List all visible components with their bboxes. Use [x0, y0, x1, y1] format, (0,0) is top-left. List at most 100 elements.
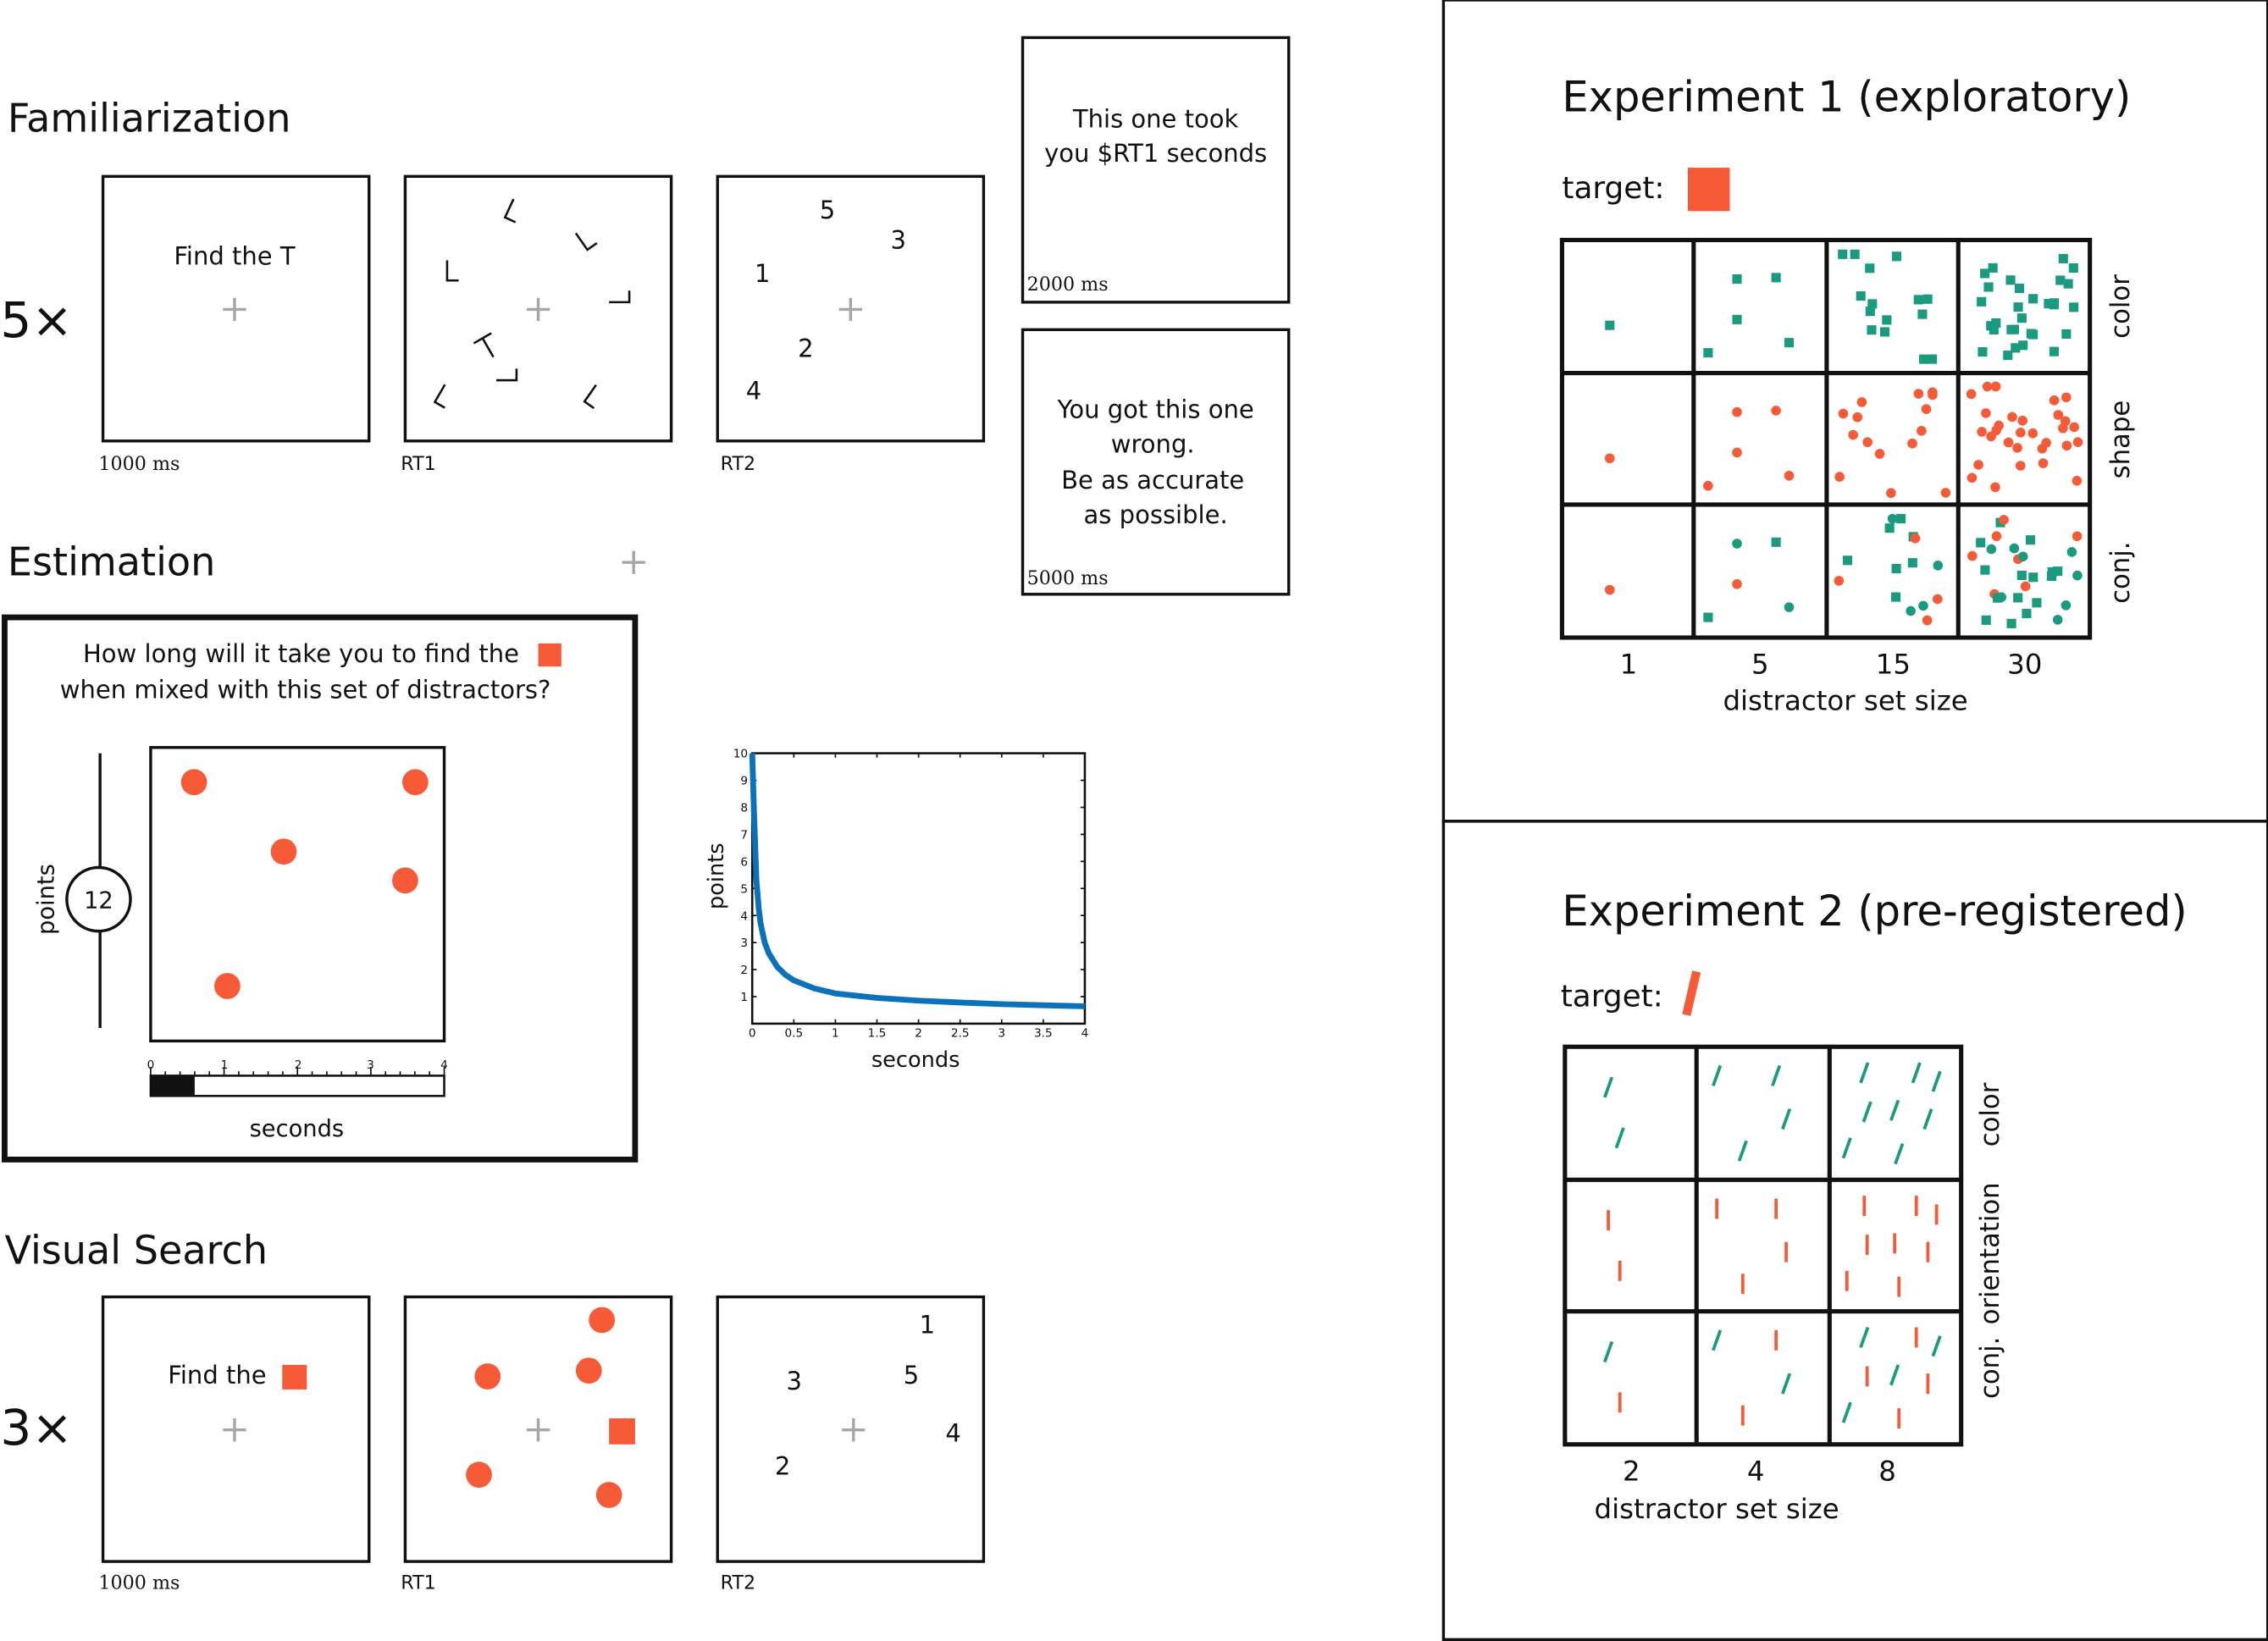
bar-stimulus [1603, 1076, 1614, 1098]
square-stimulus [2006, 618, 2016, 628]
square-stimulus [2044, 299, 2054, 309]
digit-4: 4 [746, 376, 761, 405]
square-stimulus [1988, 262, 1998, 273]
dot-stimulus [2015, 461, 2026, 471]
column-label: 8 [1878, 1455, 1896, 1487]
feedback-line: You got this one [1057, 395, 1254, 423]
experiment-2-title: Experiment 2 (pre-registered) [1562, 887, 2187, 936]
visual-search-screen-1: Find the 1000 ms [98, 1295, 371, 1594]
square-stimulus [1977, 296, 1987, 307]
square-stimulus [1703, 612, 1713, 622]
points-axis-label: points [34, 864, 60, 935]
square-stimulus [2013, 593, 2023, 603]
bar-stimulus [1737, 1140, 1748, 1162]
dot-stimulus [1838, 408, 1849, 419]
square-stimulus [1882, 315, 1892, 325]
dot-stimulus [1834, 472, 1845, 482]
fixation-cross [526, 297, 550, 322]
bar-stimulus [1614, 1127, 1625, 1149]
dot-stimulus [2061, 392, 2072, 403]
column-label: 4 [1747, 1455, 1765, 1487]
dot-stimulus [1922, 615, 1933, 626]
bar-stimulus [1859, 1326, 1870, 1349]
dot-stimulus [2072, 437, 2083, 447]
dot-stimulus [2061, 600, 2072, 611]
experiment-1-title: Experiment 1 (exploratory) [1562, 72, 2131, 121]
square-stimulus [2055, 275, 2066, 285]
square-stimulus [1856, 291, 1866, 301]
square-stimulus [2013, 302, 2023, 312]
dot-stimulus [2061, 440, 2072, 451]
target-label: target: [1562, 171, 1664, 206]
square-stimulus [1978, 347, 1988, 357]
x-axis-label: distractor set size [1594, 1493, 1839, 1525]
fixation-cross [223, 297, 246, 322]
ruler-tick-label: 1 [221, 1058, 229, 1072]
ruler-tick-label: 3 [367, 1058, 374, 1072]
feedback-line: This one took [1072, 104, 1239, 133]
square-stimulus [2032, 598, 2042, 608]
screen-frame [716, 1295, 986, 1563]
chart-y-tick-label: 1 [740, 991, 748, 1004]
chart-series-line [749, 753, 1086, 1009]
bar-stimulus [1889, 1364, 1900, 1386]
square-stimulus [2011, 343, 2021, 353]
screen-frame [101, 174, 371, 443]
chart-x-tick-label: 1.5 [868, 1026, 887, 1040]
square-stimulus [1842, 555, 1852, 566]
square-stimulus [1928, 354, 1938, 364]
dot-stimulus [1981, 408, 1991, 418]
square-stimulus [2068, 262, 2078, 274]
condition-grid [1559, 237, 2093, 640]
dot-stimulus [2003, 437, 2014, 448]
points-slider-handle[interactable]: 12 [65, 865, 132, 933]
dot-stimulus [2027, 428, 2038, 439]
visual-search-repeat: 3× [0, 1399, 73, 1456]
dot-stimulus [1982, 381, 1993, 392]
screen-frame [1021, 36, 1291, 304]
chart-y-tick-label: 5 [740, 882, 748, 896]
visual-search-screen-3: 1 3 5 4 2 RT2 [716, 1295, 986, 1594]
ruler-tick-label: 2 [295, 1058, 302, 1072]
dot-stimulus [1913, 389, 1924, 399]
dot-stimulus [1834, 576, 1845, 586]
screen-duration: RT1 [401, 1572, 435, 1594]
x-axis-label: distractor set size [1723, 684, 1967, 716]
visual-search-screen-2: RT1 [401, 1295, 673, 1594]
dot-stimulus [1784, 470, 1795, 481]
square-stimulus [1838, 249, 1848, 259]
distractor-dots [180, 769, 429, 999]
square-stimulus [1980, 565, 1990, 575]
screen-frame [716, 174, 986, 443]
bar-stimulus [1894, 1142, 1905, 1165]
dot-stimulus [1848, 429, 1858, 440]
seconds-ruler[interactable]: 0 1 2 3 4 [147, 1058, 448, 1097]
screen-duration: RT1 [401, 453, 435, 475]
row-label: conj. [1975, 1337, 2005, 1399]
square-stimulus [2069, 302, 2079, 312]
dot-stimulus [1886, 488, 1896, 499]
dot-stimulus [2069, 422, 2079, 433]
square-stimulus [2016, 570, 2027, 581]
fixation-cross [622, 550, 645, 574]
chart-x-label: seconds [871, 1047, 960, 1073]
square-stimulus [2003, 351, 2013, 361]
bar-stimulus [1781, 1108, 1792, 1130]
dot-stimulus [2058, 423, 2068, 434]
search-display-items [466, 1307, 635, 1508]
feedback-line: you $RT1 seconds [1044, 139, 1267, 168]
dot-stimulus [1986, 544, 1997, 555]
column-label: 30 [2007, 649, 2042, 681]
dot-stimulus [2016, 428, 2026, 438]
square-stimulus [2016, 313, 2027, 323]
square-stimulus [1919, 354, 1929, 364]
screen-duration: RT2 [721, 1572, 755, 1594]
dot-stimulus [2009, 543, 2020, 554]
square-stimulus [1771, 273, 1781, 283]
chart-y-tick-label: 10 [733, 748, 748, 761]
estimation-screen: How long will it take you to find the wh… [2, 614, 639, 1163]
dot-stimulus [1990, 381, 2001, 392]
dot-stimulus [1973, 460, 1983, 470]
square-stimulus [1993, 593, 2003, 603]
